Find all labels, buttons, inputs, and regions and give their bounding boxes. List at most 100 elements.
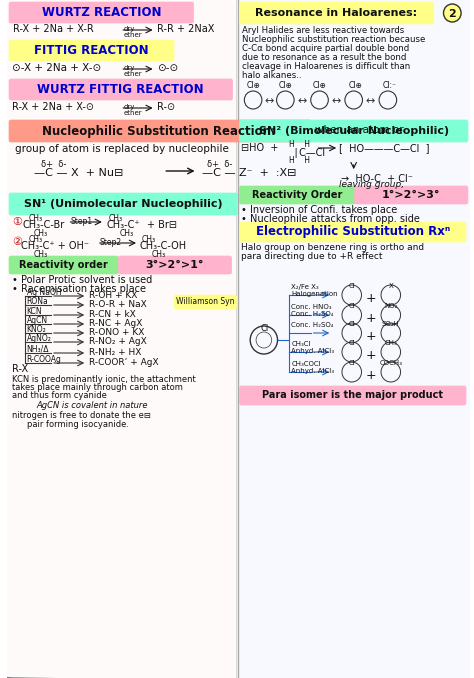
Text: CH₃: CH₃: [109, 214, 123, 223]
Text: and thus form cyanide: and thus form cyanide: [12, 391, 107, 400]
Text: Step2: Step2: [100, 238, 122, 247]
Text: KCN is predominantly ionic, the attachment: KCN is predominantly ionic, the attachme…: [12, 375, 196, 384]
Text: CH₃: CH₃: [34, 250, 47, 259]
Text: ↔: ↔: [331, 96, 341, 106]
Text: COCH₃: COCH₃: [379, 360, 402, 366]
Text: Cl⊕: Cl⊕: [349, 81, 363, 90]
Text: Cl: Cl: [348, 360, 355, 366]
Text: Cl⊕: Cl⊕: [312, 81, 327, 90]
FancyBboxPatch shape: [9, 120, 311, 142]
Text: Cl: Cl: [348, 340, 355, 346]
Text: 2: 2: [448, 9, 456, 19]
Text: pair forming isocyanide.: pair forming isocyanide.: [27, 420, 128, 429]
Text: halo alkanes..: halo alkanes..: [242, 71, 302, 80]
Text: leaving group,: leaving group,: [339, 180, 404, 189]
Text: nitrogen is free to donate the e⊟: nitrogen is free to donate the e⊟: [12, 411, 151, 420]
Text: WURTZ REACTION: WURTZ REACTION: [42, 6, 162, 19]
Text: CH₃: CH₃: [152, 250, 166, 259]
Text: dry: dry: [123, 104, 135, 110]
Text: Cl: Cl: [348, 303, 355, 309]
Text: X₂/Fe X₃: X₂/Fe X₃: [291, 284, 319, 290]
FancyBboxPatch shape: [6, 0, 239, 678]
Text: ↔: ↔: [265, 96, 274, 106]
Text: KCN: KCN: [27, 307, 42, 316]
Text: Cl: Cl: [348, 321, 355, 327]
Text: —C — X  + Nu⊟: —C — X + Nu⊟: [35, 168, 124, 178]
Text: Halogenation: Halogenation: [291, 291, 338, 297]
Text: FITTIG REACTION: FITTIG REACTION: [34, 44, 148, 57]
Text: CH₃COCl: CH₃COCl: [291, 361, 321, 367]
Text: CH₃Cl: CH₃Cl: [291, 341, 310, 347]
Text: Cl: Cl: [261, 324, 269, 333]
Text: ①: ①: [12, 217, 22, 227]
Text: R-COOR’ + AgX: R-COOR’ + AgX: [89, 358, 159, 367]
Text: dry: dry: [123, 65, 135, 71]
Text: ether: ether: [123, 71, 142, 77]
Text: Conc. HNO₃: Conc. HNO₃: [291, 304, 332, 310]
Text: +: +: [366, 292, 376, 305]
Text: CH₃-C-OH: CH₃-C-OH: [140, 241, 187, 251]
Text: ②: ②: [12, 237, 22, 247]
Text: due to resonance as a result the bond: due to resonance as a result the bond: [242, 53, 407, 62]
Text: SO₃H: SO₃H: [382, 321, 400, 327]
Text: CH₃: CH₃: [384, 340, 397, 346]
FancyBboxPatch shape: [9, 193, 237, 215]
Text: Aryl Halides are less reactive towards: Aryl Halides are less reactive towards: [242, 26, 405, 35]
Text: ether: ether: [123, 32, 142, 38]
Text: —C — Z⁻  +  :X⊟: —C — Z⁻ + :X⊟: [202, 168, 297, 178]
Text: dry: dry: [123, 26, 135, 32]
FancyBboxPatch shape: [355, 186, 468, 204]
Text: group of atom is replaced by nucleophile: group of atom is replaced by nucleophile: [15, 144, 229, 154]
Text: R-NO₂ + AgX: R-NO₂ + AgX: [89, 337, 147, 346]
Text: Reactivity Order: Reactivity Order: [252, 190, 342, 200]
Text: • Inversion of Confi. takes place: • Inversion of Confi. takes place: [241, 205, 398, 215]
FancyBboxPatch shape: [239, 222, 466, 242]
Text: Nucleophilic substitution reaction because: Nucleophilic substitution reaction becau…: [242, 35, 426, 44]
Text: AgCN is covalent in nature: AgCN is covalent in nature: [36, 401, 148, 410]
Text: R-X: R-X: [12, 364, 28, 374]
Text: Conc. H₂SO₄: Conc. H₂SO₄: [291, 322, 334, 328]
Text: ❘C—Cl: ❘C—Cl: [291, 148, 325, 158]
Text: when an atom or: when an atom or: [315, 125, 403, 135]
Text: + Br⊟: + Br⊟: [147, 220, 177, 230]
Text: takes place mainly through carbon atom: takes place mainly through carbon atom: [12, 383, 183, 392]
Text: CH₃: CH₃: [28, 214, 43, 223]
FancyBboxPatch shape: [9, 79, 233, 100]
FancyBboxPatch shape: [118, 256, 232, 274]
Text: SN² (Bimolecular Nucleophilic): SN² (Bimolecular Nucleophilic): [259, 126, 449, 136]
Text: ↔: ↔: [297, 96, 306, 106]
Text: RONa: RONa: [27, 297, 48, 306]
Text: R-O-R + NaX: R-O-R + NaX: [89, 300, 147, 309]
Text: WURTZ FITTIG REACTION: WURTZ FITTIG REACTION: [37, 83, 204, 96]
Text: R-X + 2Na + X-⊙: R-X + 2Na + X-⊙: [12, 102, 94, 112]
Text: δ+  δ-: δ+ δ-: [41, 160, 67, 169]
Text: +: +: [366, 349, 376, 362]
Text: Conc. H₂SO₄: Conc. H₂SO₄: [291, 311, 334, 317]
Text: Williamson Syn: Williamson Syn: [176, 298, 235, 306]
Text: cleavage in Haloarenes is difficult than: cleavage in Haloarenes is difficult than: [242, 62, 410, 71]
Text: R-R + 2NaX: R-R + 2NaX: [157, 24, 215, 34]
Text: δ+  δ-: δ+ δ-: [207, 160, 233, 169]
Text: NO₂: NO₂: [384, 303, 398, 309]
FancyBboxPatch shape: [239, 186, 356, 204]
Text: ⊙-X + 2Na + X-⊙: ⊙-X + 2Na + X-⊙: [12, 63, 101, 73]
Text: ⊟HO  +: ⊟HO +: [241, 143, 279, 153]
Circle shape: [444, 4, 461, 22]
Text: CH₃: CH₃: [142, 235, 156, 244]
Text: ⊙-⊙: ⊙-⊙: [157, 63, 179, 73]
FancyBboxPatch shape: [9, 256, 118, 274]
Text: X: X: [388, 283, 393, 289]
Text: H    H: H H: [289, 140, 310, 149]
Text: Cl:⁻: Cl:⁻: [383, 81, 397, 90]
FancyBboxPatch shape: [174, 295, 237, 309]
Text: • Polar Protic solvent is used: • Polar Protic solvent is used: [12, 275, 152, 285]
Text: KNO₂: KNO₂: [27, 325, 46, 334]
Text: Anhyd. AlCl₃: Anhyd. AlCl₃: [291, 348, 334, 354]
FancyBboxPatch shape: [239, 2, 434, 24]
Text: CH₃: CH₃: [119, 229, 134, 238]
FancyBboxPatch shape: [237, 0, 471, 678]
Text: R-X + 2Na + X-R: R-X + 2Na + X-R: [13, 24, 94, 34]
Text: +: +: [366, 330, 376, 343]
Text: ↔: ↔: [365, 96, 375, 106]
Text: ether: ether: [123, 110, 142, 116]
